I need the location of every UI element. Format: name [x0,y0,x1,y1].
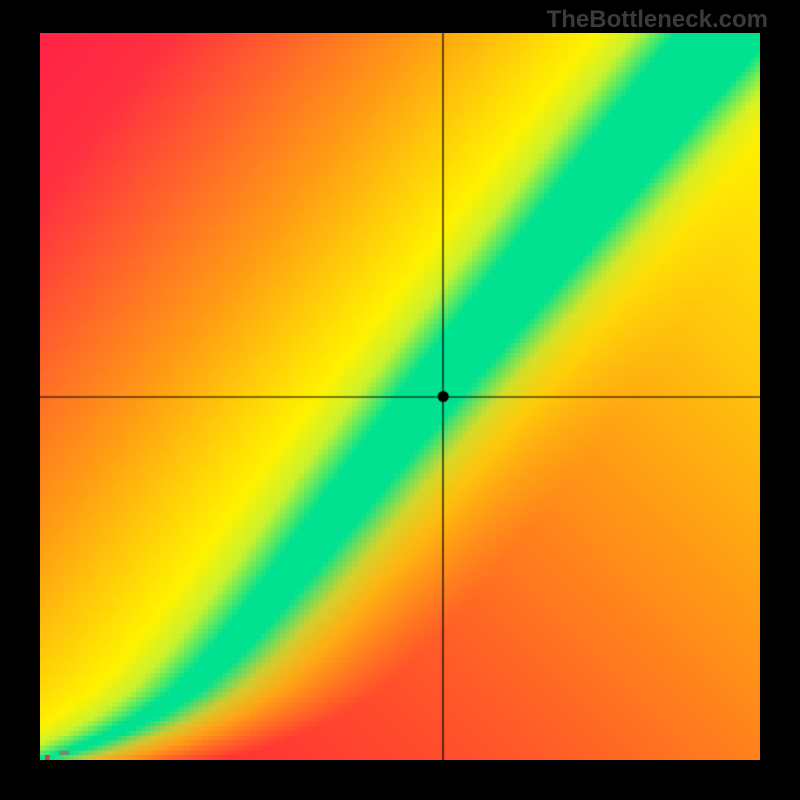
bottleneck-heatmap [40,33,760,760]
watermark-text: TheBottleneck.com [547,6,768,34]
figure-root: TheBottleneck.com [0,0,800,800]
